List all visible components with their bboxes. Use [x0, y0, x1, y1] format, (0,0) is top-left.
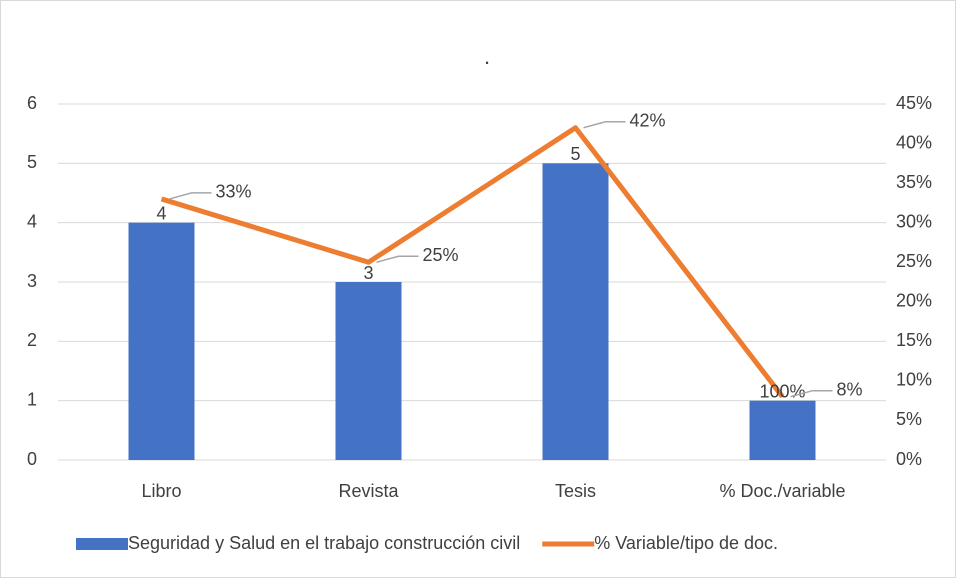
y2-tick-label: 40%	[896, 132, 932, 152]
leader-line	[376, 255, 419, 263]
y-tick-label: 4	[27, 211, 37, 231]
line-data-label: 8%	[837, 379, 863, 399]
bar	[749, 400, 816, 460]
y2-tick-label: 0%	[896, 449, 922, 469]
bar-data-label: 3	[363, 263, 373, 283]
bar-data-label: 100%	[759, 381, 805, 401]
y2-tick-label: 30%	[896, 211, 932, 231]
leader-line	[583, 120, 626, 129]
bar	[128, 222, 195, 460]
y-tick-label: 2	[27, 330, 37, 350]
line-data-label: 42%	[630, 110, 666, 130]
y-tick-label: 6	[27, 93, 37, 113]
y2-tick-label: 5%	[896, 409, 922, 429]
y2-tick-label: 45%	[896, 93, 932, 113]
legend-swatch	[76, 538, 128, 550]
y2-tick-label: 10%	[896, 370, 932, 390]
x-tick-label: % Doc./variable	[719, 481, 845, 501]
bar-data-label: 4	[156, 203, 166, 223]
y-tick-label: 5	[27, 152, 37, 172]
x-tick-label: Libro	[141, 481, 181, 501]
line-data-label: 25%	[423, 245, 459, 265]
y2-tick-label: 25%	[896, 251, 932, 271]
y-tick-label: 3	[27, 271, 37, 291]
y-tick-label: 1	[27, 389, 37, 409]
legend-label: % Variable/tipo de doc.	[594, 533, 778, 553]
line-data-label: 33%	[216, 182, 252, 202]
line	[160, 125, 785, 399]
bar-data-label: 5	[570, 144, 580, 164]
leader-line	[790, 389, 833, 398]
bar	[335, 282, 402, 460]
y2-tick-label: 20%	[896, 291, 932, 311]
bar	[542, 163, 609, 461]
leader-line	[169, 192, 212, 200]
y-tick-label: 0	[27, 449, 37, 469]
x-tick-label: Revista	[338, 481, 399, 501]
legend-label: Seguridad y Salud en el trabajo construc…	[128, 533, 520, 553]
y2-tick-label: 15%	[896, 330, 932, 350]
x-tick-label: Tesis	[555, 481, 596, 501]
chart-title: .	[484, 44, 490, 69]
y2-tick-label: 35%	[896, 172, 932, 192]
